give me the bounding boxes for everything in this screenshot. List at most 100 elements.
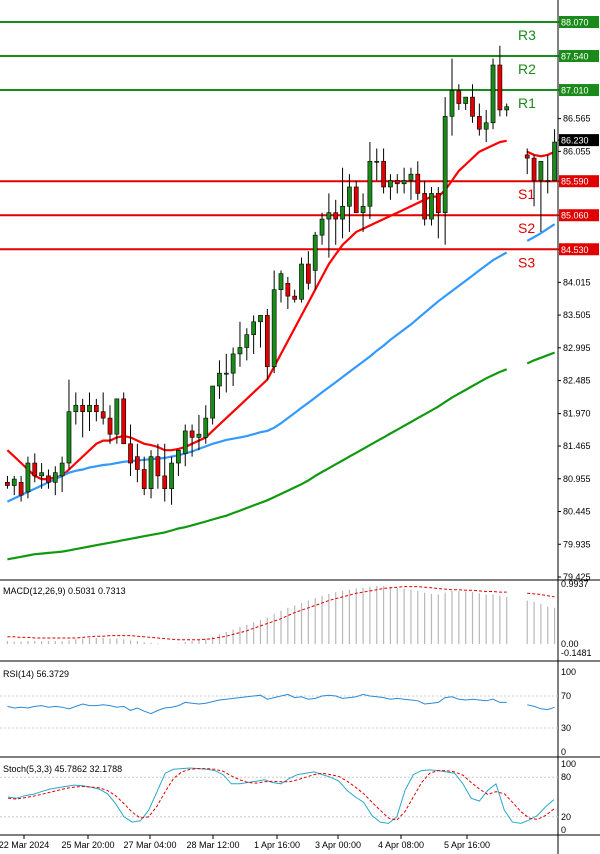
candle-body	[223, 372, 229, 375]
candle-body	[87, 404, 92, 412]
macd-label: MACD(12,26,9) 0.5031 0.7313	[3, 586, 126, 596]
rsi-line	[7, 693, 555, 715]
candle-body	[415, 173, 421, 194]
price-tick-label: 86.565	[563, 114, 591, 124]
candle-body	[394, 180, 400, 185]
moving-average-line-3	[7, 351, 555, 561]
rsi-axis-label: 70	[561, 691, 571, 701]
candle-body	[483, 122, 489, 130]
candle-body	[210, 385, 215, 419]
candle-body	[230, 353, 236, 374]
candle-body	[552, 141, 557, 181]
stoch-panel: 100 80 20 0	[0, 759, 600, 836]
pivot-level-label-r1: R1	[518, 95, 536, 111]
stoch-axis-label: 0	[561, 825, 566, 835]
candle-body	[135, 456, 140, 470]
candle-body	[456, 90, 462, 104]
candle-body	[299, 263, 304, 300]
pivot-price-tag-s1	[559, 175, 599, 188]
price-tick-label: 80.445	[563, 507, 591, 517]
candle-body	[80, 404, 86, 412]
pivot-price-tag-r1	[559, 84, 599, 97]
candle-body	[449, 90, 455, 117]
time-tick-label: 1 Apr 16:00	[254, 840, 300, 850]
candle-body	[5, 482, 10, 486]
candle-body	[32, 462, 38, 477]
candle-body	[470, 96, 475, 117]
candle-body	[312, 234, 318, 271]
time-tick-label: 28 Mar 12:00	[186, 840, 239, 850]
candle-body	[435, 193, 441, 213]
pivot-price-tag-r3	[559, 16, 599, 28]
stoch-d-line	[8, 768, 555, 821]
price-tick-label: 82.485	[563, 376, 591, 386]
pivot-price-tag-label: 84.530	[561, 245, 589, 255]
pivot-level-label-r2: R2	[518, 61, 536, 77]
current-price-tag	[559, 134, 599, 147]
price-tick-label: 83.505	[563, 310, 591, 320]
time-tick-label: 3 Apr 00:00	[315, 840, 361, 850]
rsi-axis-label: 30	[561, 723, 571, 733]
candle-body	[11, 478, 17, 486]
stoch-axis-label: 20	[561, 812, 571, 822]
rsi-axis-label: 0	[561, 747, 566, 757]
candle-body	[169, 462, 174, 490]
candle-body	[66, 411, 72, 464]
stoch-axis-label: 80	[561, 772, 571, 782]
price-tick-label: 80.955	[563, 474, 591, 484]
macd-axis-label: 0.9937	[561, 579, 589, 589]
candle-body	[141, 469, 147, 490]
candle-body	[545, 180, 551, 182]
candle-body	[360, 205, 366, 213]
price-tick-label: 86.055	[563, 146, 591, 156]
candle-body	[93, 404, 99, 412]
candle-body	[18, 482, 24, 496]
candle-body	[278, 273, 284, 291]
candle-body	[244, 334, 250, 348]
pivot-level-label-s1: S1	[518, 186, 535, 202]
candle-body	[306, 263, 311, 284]
stoch-k-line	[8, 767, 555, 824]
pivot-price-tag-label: 87.010	[561, 86, 589, 96]
candle-body	[107, 417, 113, 435]
pivot-level-label-r3: R3	[518, 27, 536, 43]
candle-body	[340, 205, 345, 220]
candle-body	[442, 116, 448, 213]
candle-body	[271, 289, 277, 368]
macd-axis-label: -0.1481	[561, 648, 592, 658]
stoch-label: Stoch(5,3,3) 45.7862 32.1788	[3, 764, 122, 774]
macd-panel: 0.9937 0.00-0.1481	[0, 579, 600, 662]
time-tick-label: 25 Mar 20:00	[61, 840, 114, 850]
moving-average-line-2	[6, 223, 556, 503]
candle-body	[353, 186, 359, 213]
candle-body	[39, 472, 44, 477]
candle-body	[128, 443, 133, 464]
candle-body	[100, 411, 106, 419]
macd-axis-label: 0.00	[561, 639, 579, 649]
candle-body	[367, 161, 373, 207]
candle-body	[326, 212, 332, 220]
candle-body	[217, 372, 222, 387]
candle-body	[148, 456, 154, 490]
candle-body	[476, 116, 482, 130]
candle-body	[524, 154, 530, 159]
candle-body	[429, 193, 434, 220]
candle-body	[347, 186, 352, 207]
macd-signal-line	[7, 586, 555, 641]
candle-body	[264, 315, 270, 368]
stoch-axis-label: 100	[561, 759, 576, 769]
rsi-panel: 100 70 30 0	[0, 667, 600, 758]
time-tick-label: 4 Apr 08:00	[378, 840, 424, 850]
candle-body	[497, 64, 503, 111]
candle-body	[52, 472, 58, 483]
candle-body	[490, 64, 496, 124]
candle-body	[258, 315, 263, 323]
price-tick-label: 81.465	[563, 441, 591, 451]
candle-body	[73, 404, 79, 412]
pivot-price-tag-r2	[559, 50, 599, 63]
candle-body	[162, 475, 168, 490]
current-price-label: 86.230	[561, 136, 589, 146]
pivot-price-tag-label: 88.070	[561, 18, 589, 28]
candle-body	[333, 212, 339, 220]
